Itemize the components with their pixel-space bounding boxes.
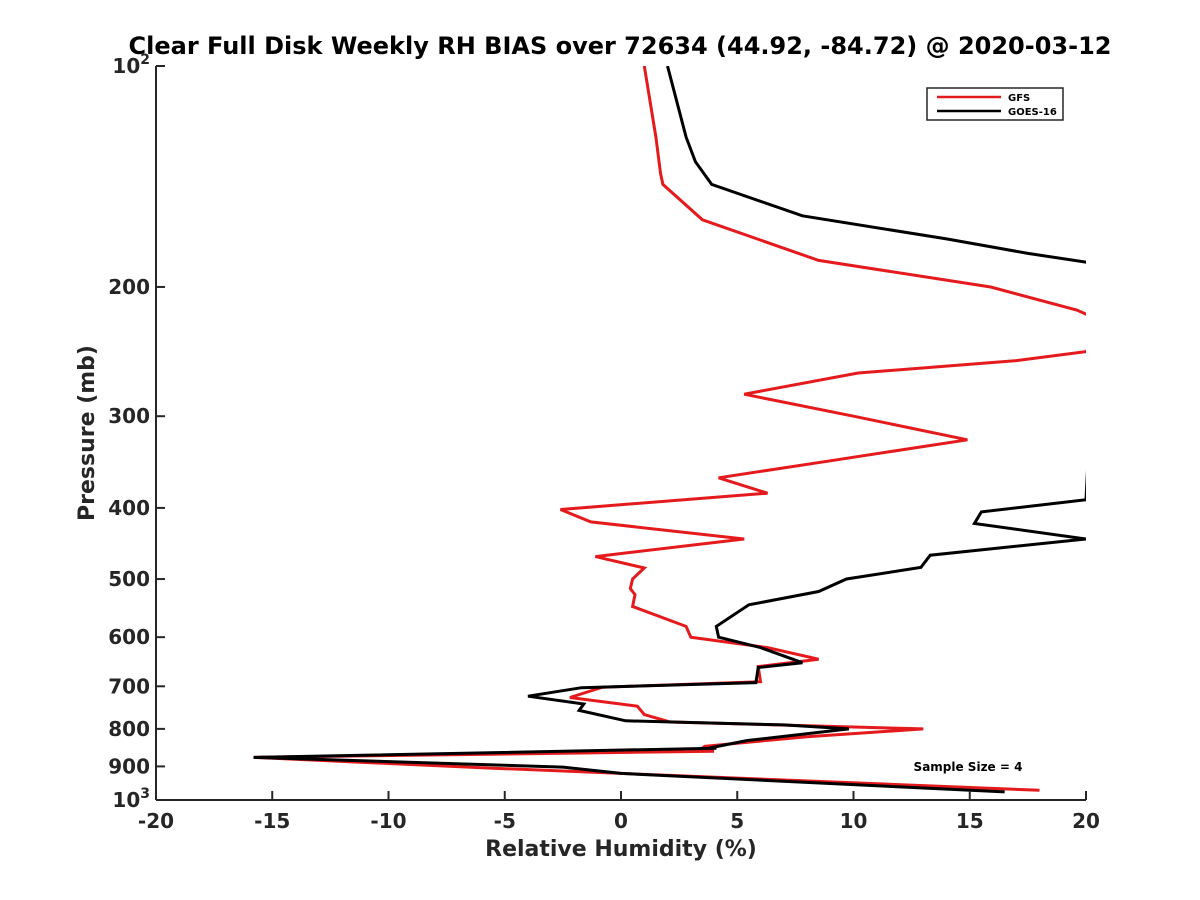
y-tick-label: 300 (108, 404, 150, 428)
x-tick-label: -10 (370, 809, 406, 833)
sample-size-annotation: Sample Size = 4 (914, 760, 1023, 774)
y-tick-label: 900 (108, 754, 150, 778)
y-tick-label: 800 (108, 717, 150, 741)
legend-box (926, 87, 1064, 121)
legend: GFS GOES-16 (926, 87, 1064, 121)
y-tick-label: 500 (108, 567, 150, 591)
x-tick-label: 15 (956, 809, 984, 833)
y-tick-label: 700 (108, 674, 150, 698)
chart-title: Clear Full Disk Weekly RH BIAS over 7263… (129, 32, 1112, 60)
x-tick-label: 0 (614, 809, 628, 833)
x-tick-label: -5 (494, 809, 516, 833)
x-tick-label: 20 (1072, 809, 1100, 833)
y-tick-label: 600 (108, 625, 150, 649)
legend-label-gfs: GFS (1008, 93, 1030, 104)
x-tick-label: 10 (840, 809, 868, 833)
x-axis-label: Relative Humidity (%) (485, 837, 757, 862)
legend-label-goes-16: GOES-16 (1008, 107, 1057, 118)
x-tick-label: 5 (730, 809, 744, 833)
x-tick-label: -15 (254, 809, 290, 833)
x-tick-label: -20 (138, 809, 174, 833)
y-axis-ticks: 102 200 300 400 500 600 700 800 900 103 (108, 52, 165, 812)
series-line-gfs (253, 66, 1086, 792)
y-tick-label: 400 (108, 496, 150, 520)
plot-axes (155, 66, 1086, 801)
x-axis-ticks: -20 -15 -10 -5 0 5 10 15 20 (138, 791, 1100, 833)
y-tick-label: 102 (112, 52, 150, 78)
series-line-goes-16 (253, 66, 1086, 794)
y-tick-label: 103 (112, 786, 150, 812)
y-tick-label: 200 (108, 275, 150, 299)
series-layer (253, 66, 1086, 794)
y-axis-label: Pressure (mb) (75, 345, 100, 521)
